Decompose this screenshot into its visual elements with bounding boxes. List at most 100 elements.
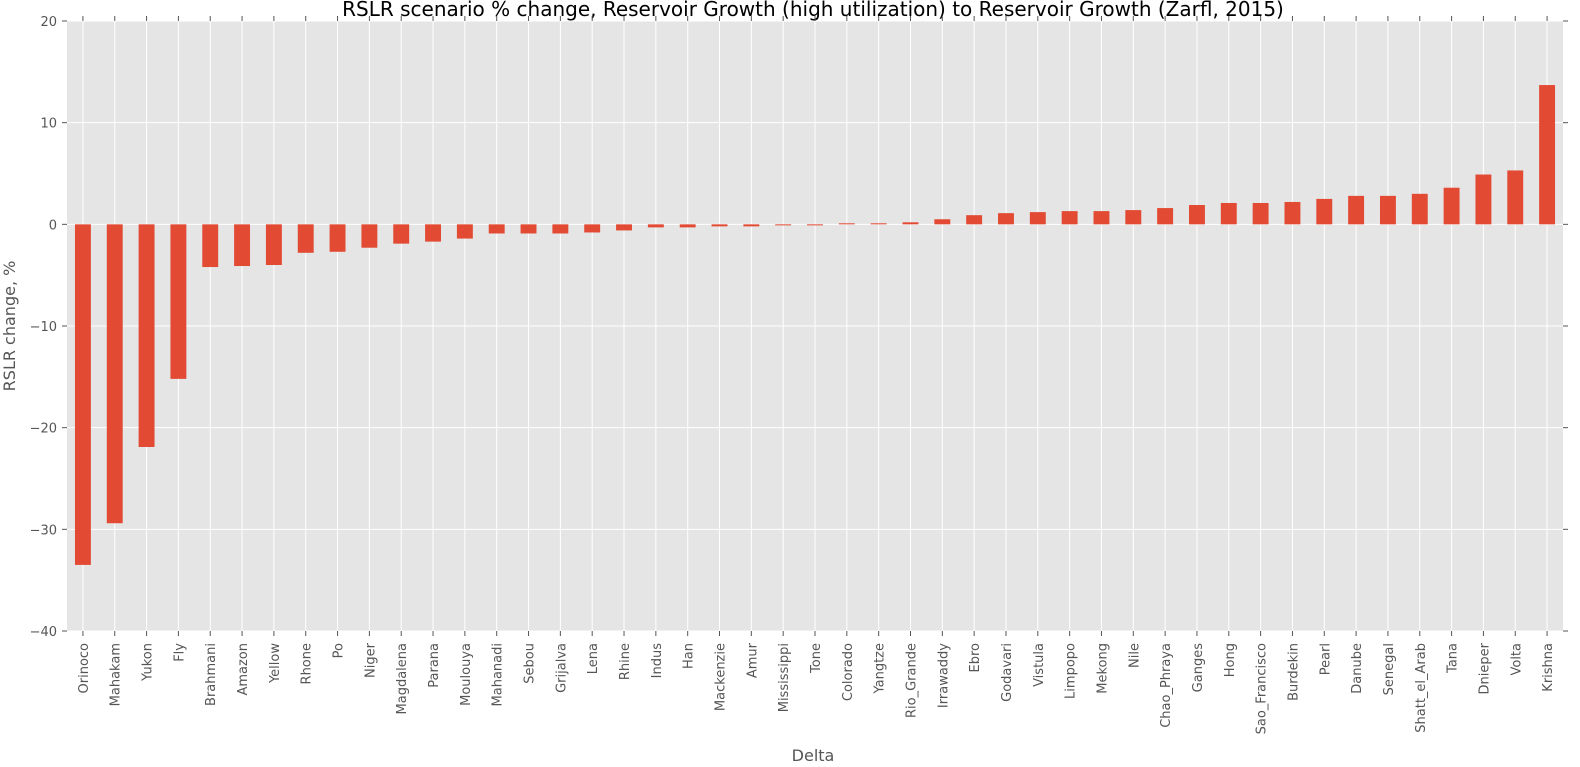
- bar-godavari: [998, 213, 1014, 225]
- x-tick-label: Amazon: [236, 643, 251, 696]
- bar-krishna: [1539, 85, 1556, 225]
- bar-shatt-el-arab: [1411, 193, 1428, 225]
- bar-yukon: [138, 224, 155, 447]
- bar-hong: [1220, 202, 1237, 225]
- y-tick-label: 20: [40, 15, 57, 30]
- bar-ganges: [1189, 205, 1205, 225]
- x-tick-label: Mekong: [1095, 643, 1110, 694]
- y-tick-label: −40: [30, 625, 57, 640]
- x-tick-label: Indus: [650, 643, 665, 679]
- x-tick-label: Orinoco: [77, 643, 92, 694]
- x-tick-label: Lena: [586, 643, 601, 674]
- x-tick-label: Sebou: [523, 643, 538, 684]
- y-axis-label: RSLR change, %: [0, 261, 19, 392]
- bar-amur: [743, 224, 760, 227]
- bar-yangtze: [870, 223, 887, 225]
- x-tick-label: Irrawaddy: [936, 643, 951, 708]
- x-tick-label: Krishna: [1541, 643, 1556, 692]
- bar-senegal: [1379, 195, 1396, 225]
- bar-vistula: [1029, 212, 1046, 225]
- bar-rio-grande: [902, 222, 919, 225]
- x-tick-label: Niger: [363, 642, 378, 678]
- x-tick-label: Mackenzie: [714, 643, 729, 711]
- bar-moulouya: [456, 224, 473, 239]
- x-tick-label: Fly: [172, 643, 187, 662]
- x-tick-label: Chao_Phraya: [1159, 643, 1174, 728]
- x-tick-label: Ganges: [1191, 643, 1206, 693]
- bar-lena: [584, 224, 601, 233]
- x-tick-label: Tone: [809, 643, 824, 674]
- x-tick-label: Ebro: [968, 643, 983, 673]
- bar-mackenzie: [711, 224, 728, 227]
- bar-tana: [1443, 187, 1460, 225]
- x-tick-label: Senegal: [1382, 643, 1397, 695]
- x-tick-label: Danube: [1350, 643, 1365, 694]
- bar-niger: [361, 224, 378, 248]
- x-tick-label: Hong: [1223, 643, 1238, 677]
- x-tick-label: Han: [682, 643, 697, 669]
- y-tick-label: 0: [49, 218, 57, 233]
- x-tick-label: Moulouya: [459, 643, 474, 706]
- bar-han: [679, 224, 696, 228]
- x-tick-label: Yukon: [141, 643, 156, 682]
- x-tick-label: Volta: [1509, 643, 1524, 676]
- bar-pearl: [1316, 198, 1333, 225]
- bar-amazon: [234, 224, 251, 267]
- chart-title: RSLR scenario % change, Reservoir Growth…: [342, 0, 1284, 21]
- bar-irrawaddy: [934, 219, 951, 225]
- bar-burdekin: [1284, 201, 1301, 225]
- bar-brahmani: [202, 224, 219, 268]
- x-tick-label: Po: [332, 643, 347, 658]
- bars: [74, 85, 1556, 565]
- x-tick-label: Colorado: [841, 643, 856, 701]
- bar-ebro: [966, 215, 983, 225]
- bar-dnieper: [1475, 174, 1492, 225]
- x-tick-label: Parana: [427, 643, 442, 688]
- x-axis-label: Delta: [792, 746, 835, 765]
- x-tick-label: Rhone: [300, 643, 315, 684]
- bar-mekong: [1093, 211, 1110, 225]
- x-tick-label: Grijalva: [554, 643, 569, 693]
- bar-limpopo: [1061, 211, 1078, 225]
- x-tick-label: Amur: [745, 642, 760, 678]
- bar-tone: [807, 224, 823, 226]
- x-tick-label: Vistula: [1032, 643, 1047, 687]
- y-tick-label: 10: [40, 117, 57, 132]
- x-tick-label: Shatt_el_Arab: [1414, 643, 1429, 733]
- bar-parana: [425, 224, 441, 242]
- x-tick-label: Limpopo: [1064, 643, 1079, 699]
- x-tick-label: Godavari: [1000, 643, 1015, 702]
- bar-danube: [1348, 195, 1365, 225]
- x-tick-label: Burdekin: [1286, 643, 1301, 701]
- x-tick-label: Rio_Grande: [904, 643, 919, 718]
- x-tick-label: Tana: [1446, 643, 1461, 674]
- x-axis-ticks: Orinoco Mahakam Yukon Fly Brahmani Amazon Yell…: [77, 16, 1556, 734]
- bar-rhone: [297, 224, 314, 253]
- y-tick-label: −10: [30, 320, 57, 335]
- bar-mississippi: [775, 224, 792, 226]
- bar-chao-phraya: [1157, 208, 1174, 225]
- bar-po: [329, 224, 346, 252]
- bar-colorado: [838, 223, 855, 225]
- bar-rhine: [616, 224, 632, 231]
- x-tick-label: Rhine: [618, 643, 633, 680]
- bar-nile: [1125, 210, 1142, 225]
- bar-mahakam: [106, 224, 123, 524]
- bar-magdalena: [393, 224, 410, 244]
- x-tick-label: Pearl: [1318, 643, 1333, 675]
- x-tick-label: Nile: [1127, 643, 1142, 668]
- y-axis-ticks: −40 −30 −20 −10 0 10 20: [30, 15, 1568, 640]
- bar-sebou: [520, 224, 537, 234]
- y-tick-label: −30: [30, 523, 57, 538]
- x-tick-label: Magdalena: [395, 643, 410, 714]
- y-tick-label: −20: [30, 422, 57, 437]
- bar-volta: [1507, 170, 1524, 225]
- bar-fly: [170, 224, 187, 379]
- x-tick-label: Mahanadi: [491, 643, 506, 706]
- bar-indus: [647, 224, 664, 228]
- x-tick-label: Dnieper: [1477, 642, 1492, 694]
- x-tick-label: Brahmani: [204, 643, 219, 706]
- bar-yellow: [265, 224, 282, 265]
- x-tick-label: Yangtze: [873, 643, 888, 695]
